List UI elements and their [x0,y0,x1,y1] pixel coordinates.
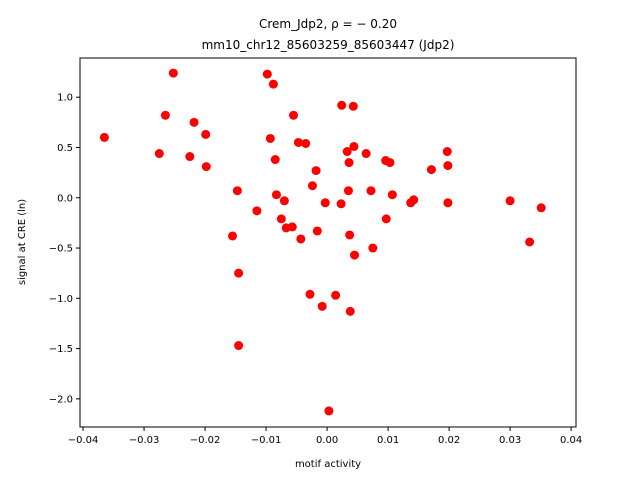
y-tick-label: −1.0 [49,294,73,305]
y-tick-label: 1.0 [57,93,73,104]
data-point [262,69,272,79]
data-point [387,190,397,200]
x-axis-ticks: −0.04 −0.03 −0.02 −0.01 0.00 0.01 0.02 0.03 0.04 [68,427,582,446]
data-point [232,186,242,196]
data-point [443,198,453,208]
data-point [349,141,359,151]
data-point [99,132,109,142]
data-point [234,268,244,278]
data-point [268,79,278,89]
data-point [409,195,419,205]
data-point [320,198,330,208]
data-point [366,186,376,196]
data-point [345,306,355,316]
data-point [185,152,195,162]
data-point [536,203,546,213]
y-tick-label: −0.5 [49,244,73,255]
y-tick-label: −1.5 [49,344,73,355]
data-point [345,230,355,240]
data-point [160,110,170,120]
data-point [442,147,452,157]
data-point [307,181,317,191]
data-point [289,110,299,120]
y-tick-label: 0.5 [57,143,73,154]
data-point [348,101,358,111]
data-point [271,190,281,200]
data-point [301,138,311,148]
data-point [293,137,303,147]
data-point [381,214,391,224]
y-tick-label: −2.0 [49,394,73,405]
data-point [201,162,211,172]
data-point [343,186,353,196]
x-tick-label: −0.02 [190,435,221,446]
points-layer [99,68,546,416]
x-tick-label: 0.02 [438,435,460,446]
x-tick-label: −0.01 [251,435,282,446]
x-tick-label: −0.04 [68,435,99,446]
data-point [270,155,280,165]
y-tick-label: 0.0 [57,193,73,204]
data-point [305,289,315,299]
data-point [324,406,334,416]
data-point [426,165,436,175]
data-point [337,100,347,110]
x-tick-label: −0.03 [129,435,160,446]
y-axis-ticks: −2.0 −1.5 −1.0 −0.5 0.0 0.5 1.0 [49,93,80,405]
x-axis-label: motif activity [295,459,361,470]
data-point [287,222,297,232]
data-point [276,214,286,224]
data-point [296,234,306,244]
data-point [154,149,164,159]
data-point [312,226,322,236]
x-tick-label: 0.01 [377,435,399,446]
data-point [201,129,211,139]
data-point [331,290,341,300]
data-point [361,149,371,159]
data-point [350,250,360,260]
data-point [385,158,395,168]
y-axis-label: signal at CRE (ln) [17,199,28,285]
data-point [234,341,244,351]
data-point [443,161,453,171]
x-tick-label: 0.00 [316,435,338,446]
data-point [228,231,238,241]
data-point [342,147,352,157]
data-point [279,196,289,206]
data-point [168,68,178,78]
data-point [265,133,275,143]
x-tick-label: 0.03 [499,435,521,446]
data-point [525,237,535,247]
data-point [368,243,378,253]
data-point [252,206,262,216]
chart-title-line-1: Crem_Jdp2, ρ = − 0.20 [259,17,397,31]
data-point [311,166,321,176]
data-point [505,196,515,206]
data-point [336,199,346,209]
plot-frame [79,57,577,428]
chart-title-line-2: mm10_chr12_85603259_85603447 (Jdp2) [202,38,455,52]
x-tick-label: 0.04 [560,435,582,446]
data-point [189,117,199,127]
data-point [317,301,327,311]
data-point [344,158,354,168]
